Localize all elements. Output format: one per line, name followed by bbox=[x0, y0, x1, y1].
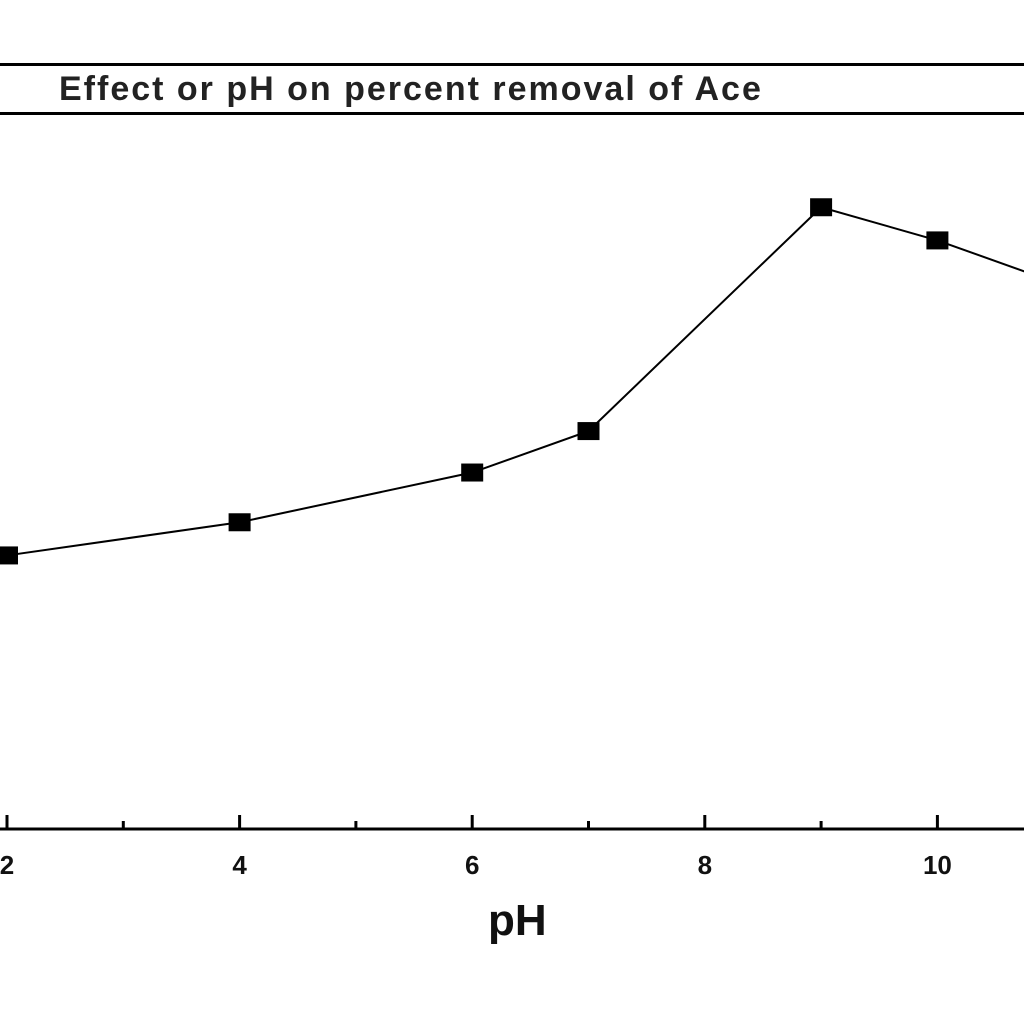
x-tick-label: 2 bbox=[0, 850, 14, 880]
data-point bbox=[461, 463, 484, 482]
x-tick-label: 10 bbox=[923, 850, 952, 880]
x-tick-label: 8 bbox=[698, 850, 712, 880]
data-point bbox=[228, 513, 251, 532]
x-tick-label: 6 bbox=[465, 850, 479, 880]
series-line bbox=[6, 206, 1024, 557]
data-point bbox=[926, 231, 949, 250]
x-ticks bbox=[5, 815, 939, 829]
chart-title-box: Effect or pH on percent removal of Ace bbox=[0, 63, 1024, 115]
data-point bbox=[577, 422, 600, 441]
x-axis-label: pH bbox=[488, 896, 547, 945]
chart-title: Effect or pH on percent removal of Ace bbox=[59, 70, 763, 108]
x-tick-label: 4 bbox=[232, 850, 247, 880]
data-point bbox=[0, 546, 18, 565]
data-point bbox=[810, 198, 833, 217]
x-tick-labels: 2 4 6 8 10 bbox=[0, 850, 952, 880]
series-points bbox=[0, 198, 949, 565]
